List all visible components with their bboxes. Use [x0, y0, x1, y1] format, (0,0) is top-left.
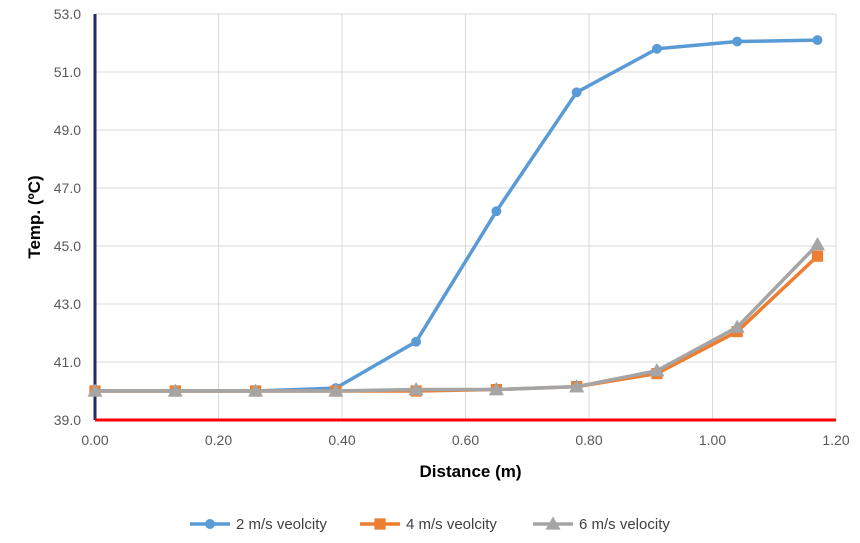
- x-tick-label: 0.80: [575, 432, 602, 448]
- legend-marker: [205, 519, 215, 529]
- y-tick-label: 39.0: [54, 412, 81, 428]
- y-tick-label: 43.0: [54, 296, 81, 312]
- data-point: [411, 336, 422, 347]
- tick-labels: 0.00 0.20 0.40 0.60 0.80 1.00 1.20 39.0 41.0 43.0…: [54, 6, 850, 448]
- x-axis-title: Distance (m): [419, 462, 521, 481]
- axes: [93, 14, 836, 422]
- series-group: [87, 35, 826, 397]
- x-tick-label: 0.00: [81, 432, 108, 448]
- series-line: [95, 243, 819, 393]
- legend-label: 2 m/s veolcity: [236, 516, 327, 533]
- y-tick-label: 41.0: [54, 354, 81, 370]
- data-point: [729, 319, 745, 333]
- series-2: [89, 250, 824, 397]
- data-point: [571, 87, 582, 98]
- legend-label: 4 m/s veolcity: [406, 516, 497, 533]
- data-point: [811, 250, 824, 262]
- data-point: [649, 363, 665, 377]
- data-point: [87, 383, 103, 397]
- data-point: [569, 379, 585, 393]
- x-tick-label: 1.00: [699, 432, 726, 448]
- data-point: [488, 381, 504, 396]
- legend-item-3: 6 m/s velocity: [533, 516, 670, 533]
- legend-label: 6 m/s velocity: [579, 516, 670, 533]
- x-tick-label: 0.60: [452, 432, 479, 448]
- y-tick-label: 53.0: [54, 6, 81, 22]
- data-point: [328, 383, 344, 397]
- data-point: [651, 43, 662, 54]
- data-point: [809, 236, 826, 251]
- x-tick-label: 0.20: [205, 432, 232, 448]
- data-point: [732, 36, 743, 47]
- legend-marker: [374, 518, 386, 530]
- x-tick-label: 0.40: [328, 432, 355, 448]
- data-point: [408, 381, 424, 396]
- legend-marker: [545, 516, 561, 530]
- legend-item-2: 4 m/s veolcity: [360, 516, 497, 533]
- x-tick-label: 1.20: [822, 432, 849, 448]
- y-tick-label: 49.0: [54, 122, 81, 138]
- legend-item-1: 2 m/s veolcity: [190, 516, 327, 533]
- legend: 2 m/s veolcity 4 m/s veolcity 6 m/s veloci…: [190, 516, 670, 533]
- y-tick-label: 47.0: [54, 180, 81, 196]
- series-line: [95, 38, 818, 393]
- y-tick-label: 45.0: [54, 238, 81, 254]
- data-point: [491, 206, 502, 217]
- data-point: [247, 383, 264, 397]
- y-axis-title: Temp. (ºC): [25, 175, 44, 258]
- data-point: [167, 383, 183, 397]
- data-point: [812, 35, 823, 46]
- gridlines: [94, 13, 837, 421]
- series-3: [87, 236, 826, 397]
- y-tick-label: 51.0: [54, 64, 81, 80]
